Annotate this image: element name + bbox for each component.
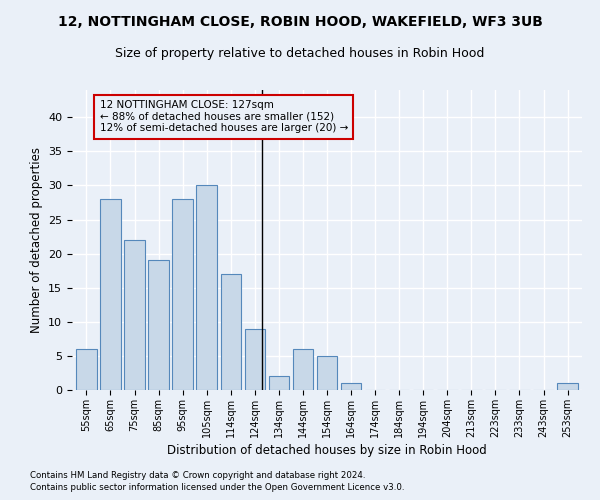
X-axis label: Distribution of detached houses by size in Robin Hood: Distribution of detached houses by size …	[167, 444, 487, 457]
Bar	[172, 199, 193, 390]
Bar	[221, 274, 241, 390]
Text: Contains HM Land Registry data © Crown copyright and database right 2024.: Contains HM Land Registry data © Crown c…	[30, 471, 365, 480]
Bar	[76, 349, 97, 390]
Bar	[269, 376, 289, 390]
Bar	[317, 356, 337, 390]
Bar	[341, 383, 361, 390]
Bar	[148, 260, 169, 390]
Text: 12, NOTTINGHAM CLOSE, ROBIN HOOD, WAKEFIELD, WF3 3UB: 12, NOTTINGHAM CLOSE, ROBIN HOOD, WAKEFI…	[58, 15, 542, 29]
Bar	[245, 328, 265, 390]
Text: Size of property relative to detached houses in Robin Hood: Size of property relative to detached ho…	[115, 48, 485, 60]
Bar	[557, 383, 578, 390]
Bar	[124, 240, 145, 390]
Bar	[100, 199, 121, 390]
Bar	[293, 349, 313, 390]
Text: Contains public sector information licensed under the Open Government Licence v3: Contains public sector information licen…	[30, 484, 404, 492]
Bar	[196, 186, 217, 390]
Text: 12 NOTTINGHAM CLOSE: 127sqm
← 88% of detached houses are smaller (152)
12% of se: 12 NOTTINGHAM CLOSE: 127sqm ← 88% of det…	[100, 100, 348, 134]
Y-axis label: Number of detached properties: Number of detached properties	[29, 147, 43, 333]
